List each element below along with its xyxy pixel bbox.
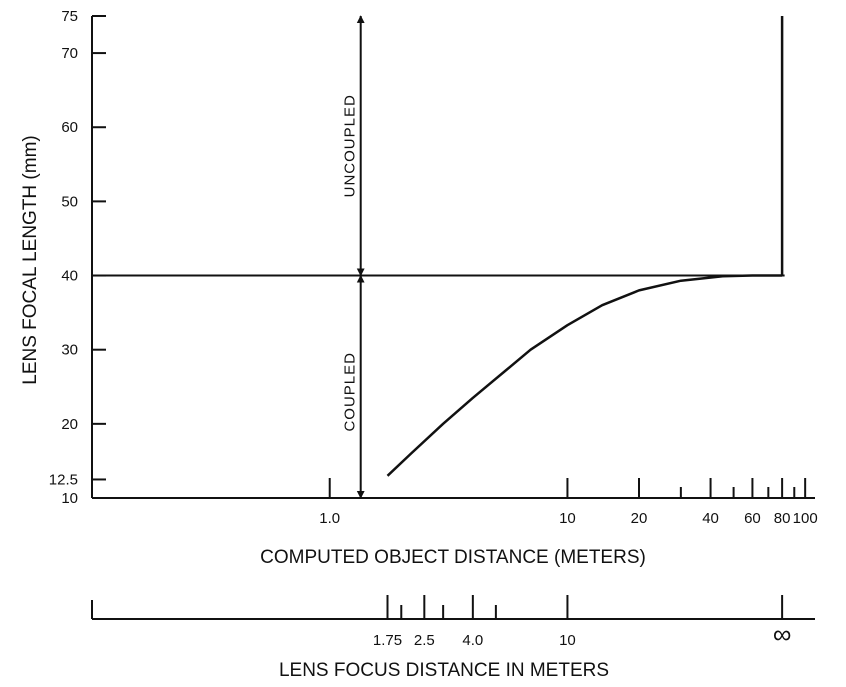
y-axis-ticks: 10 12.5 20 30 40 50 60 70 75 [49, 8, 106, 507]
y-tick-label: 10 [61, 490, 78, 507]
x-tick-label: 1.0 [319, 510, 340, 527]
x-tick-label: 40 [702, 510, 719, 527]
region-label: COUPLED [342, 352, 359, 432]
y-tick-label: 75 [61, 8, 78, 25]
x-axis-ticks: 1.0 10 20 40 60 80 100 [319, 478, 818, 527]
y-tick-label: 50 [61, 193, 78, 210]
secondary-tick-label: 10 [559, 632, 576, 649]
secondary-axis-title: LENS FOCUS DISTANCE IN METERS [279, 660, 609, 681]
y-tick-label: 30 [61, 342, 78, 359]
coupling-regions: UNCOUPLED COUPLED [341, 15, 365, 499]
x-tick-label: 10 [559, 510, 576, 527]
series-line-1 [386, 274, 783, 477]
secondary-tick-label: 1.75 [373, 632, 402, 649]
secondary-tick-label: 4.0 [462, 632, 483, 649]
x-tick-label: 80 [774, 510, 791, 527]
y-tick-label: 70 [61, 45, 78, 62]
secondary-tick-label: 2.5 [414, 632, 435, 649]
series-group [386, 16, 784, 477]
y-tick-label: 40 [61, 268, 78, 285]
x-axis-title: COMPUTED OBJECT DISTANCE (METERS) [260, 547, 646, 568]
x-tick-label: 20 [631, 510, 648, 527]
y-tick-label: 20 [61, 416, 78, 433]
region-label-bg [341, 96, 356, 196]
y-axis-title: LENS FOCAL LENGTH (mm) [20, 135, 41, 385]
region-label-bg [341, 353, 356, 431]
y-tick-label: 60 [61, 119, 78, 136]
y-tick-label: 12.5 [49, 471, 78, 488]
region-label: UNCOUPLED [342, 94, 359, 197]
x-tick-label: 100 [793, 510, 818, 527]
main-axes [91, 16, 815, 499]
secondary-axis-ticks: 1.75 2.5 4.0 10 ∞ [373, 595, 792, 649]
secondary-axis: 1.75 2.5 4.0 10 ∞ LENS FOCUS DISTANCE IN MET… [91, 595, 815, 681]
x-tick-label: 60 [744, 510, 761, 527]
secondary-tick-label: ∞ [773, 619, 792, 649]
